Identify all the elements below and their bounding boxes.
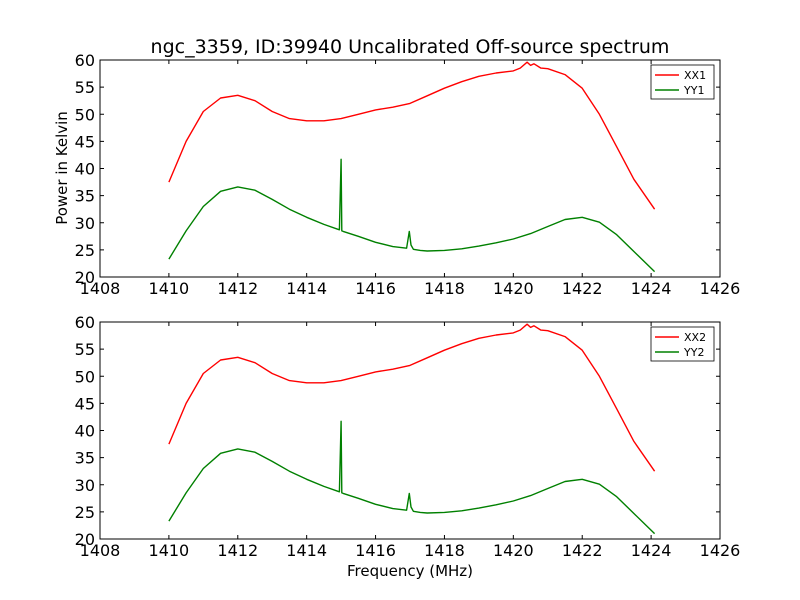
series-line-xx2 — [168, 323, 656, 472]
legend-label-xx2: XX2 — [684, 331, 706, 344]
series-line-yy2 — [168, 420, 656, 535]
x-tick-label: 1424 — [631, 279, 672, 298]
x-tick-label: 1424 — [631, 541, 672, 560]
x-tick-label: 1426 — [700, 541, 741, 560]
y-tick-label: 50 — [75, 367, 95, 386]
x-tick-label: 1416 — [355, 541, 396, 560]
x-tick-label: 1422 — [562, 279, 603, 298]
legend-label-yy1: YY1 — [683, 84, 704, 97]
figure-title: ngc_3359, ID:39940 Uncalibrated Off-sour… — [151, 36, 670, 58]
y-tick-label: 20 — [75, 530, 95, 549]
legend-box — [650, 326, 715, 362]
y-tick-label: 30 — [75, 476, 95, 495]
x-tick-label: 1408 — [80, 279, 121, 298]
legend-label-xx1: XX1 — [684, 69, 706, 82]
y-tick-label: 30 — [75, 214, 95, 233]
y-tick-label: 55 — [75, 78, 95, 97]
y-tick-label: 60 — [75, 51, 95, 70]
y-tick-label: 25 — [75, 241, 95, 260]
x-tick-label: 1414 — [286, 279, 327, 298]
legend-box — [650, 64, 715, 100]
x-tick-label: 1418 — [424, 279, 465, 298]
y-axis-label: Power in Kelvin — [53, 111, 71, 225]
x-tick-label: 1420 — [493, 541, 534, 560]
y-tick-label: 50 — [75, 105, 95, 124]
x-tick-label: 1426 — [700, 279, 741, 298]
legend-label-yy2: YY2 — [683, 346, 704, 359]
bottom-panel: 1408 1410 1412 1414 1416 1418 1420 1422 1424 1426… — [75, 313, 741, 560]
y-tick-label: 35 — [75, 187, 95, 206]
y-tick-label: 40 — [75, 422, 95, 441]
y-tick-label: 35 — [75, 449, 95, 468]
x-tick-label: 1422 — [562, 541, 603, 560]
x-tick-label: 1416 — [355, 279, 396, 298]
x-tick-label: 1418 — [424, 541, 465, 560]
x-tick-label: 1412 — [217, 279, 258, 298]
x-tick-label: 1410 — [149, 541, 190, 560]
y-tick-label: 20 — [75, 268, 95, 287]
series-line-yy1 — [168, 158, 656, 273]
series-line-xx1 — [168, 61, 656, 210]
x-tick-label: 1408 — [80, 541, 121, 560]
x-tick-label: 1420 — [493, 279, 534, 298]
y-tick-label: 25 — [75, 503, 95, 522]
y-tick-label: 55 — [75, 340, 95, 359]
x-tick-label: 1414 — [286, 541, 327, 560]
x-axis-label: Frequency (MHz) — [347, 562, 473, 580]
top-panel: 1408 1410 1412 1414 1416 1418 1420 1422 1424 1426… — [75, 51, 741, 298]
y-tick-label: 45 — [75, 394, 95, 413]
y-tick-label: 45 — [75, 132, 95, 151]
y-tick-label: 40 — [75, 160, 95, 179]
y-tick-label: 60 — [75, 313, 95, 332]
x-tick-label: 1412 — [217, 541, 258, 560]
x-tick-label: 1410 — [149, 279, 190, 298]
